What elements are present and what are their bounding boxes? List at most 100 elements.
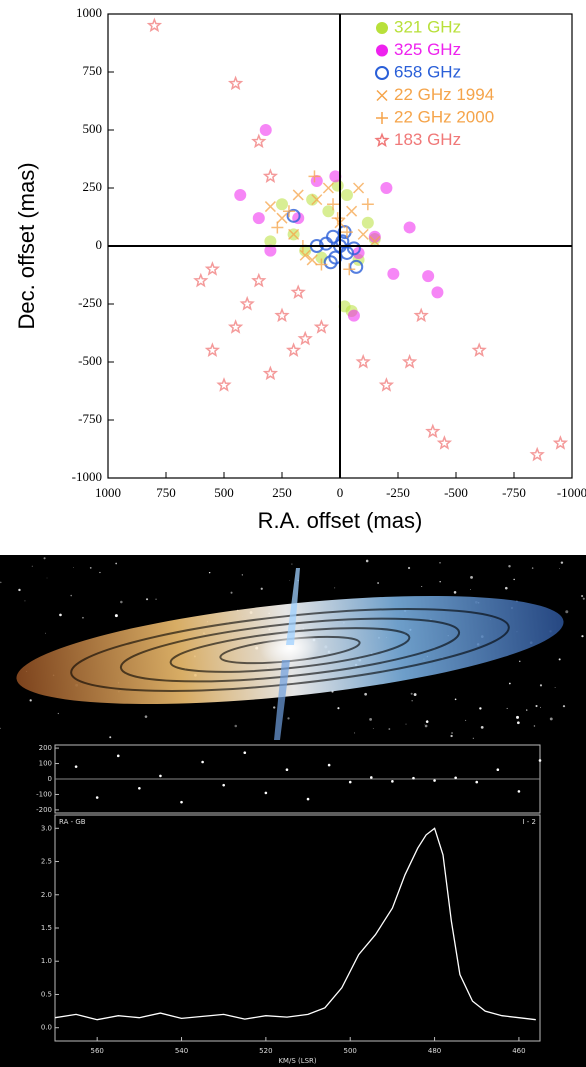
point <box>335 234 350 249</box>
point <box>308 170 321 183</box>
star <box>562 705 566 708</box>
point <box>264 201 276 213</box>
star <box>582 597 585 600</box>
x-tick-label: -250 <box>386 485 410 500</box>
point <box>262 168 279 183</box>
star <box>516 721 520 725</box>
point <box>327 198 340 211</box>
point <box>243 751 247 755</box>
point <box>227 75 244 91</box>
annotation: RA - GB <box>59 818 86 826</box>
point <box>329 170 342 183</box>
x-tick-label: 0 <box>337 485 344 500</box>
point <box>340 226 353 239</box>
y-tick-label: 100 <box>39 760 52 768</box>
star <box>365 559 369 563</box>
legend-marker <box>376 112 388 124</box>
point <box>282 205 295 218</box>
point <box>234 188 247 201</box>
point <box>193 272 209 288</box>
star <box>234 724 238 728</box>
star <box>421 586 423 588</box>
x-tick-label: 500 <box>214 485 234 500</box>
star <box>241 574 243 576</box>
star <box>45 632 47 634</box>
star <box>424 724 428 728</box>
point <box>391 780 394 783</box>
star <box>451 732 453 734</box>
y-tick-label: 2.5 <box>41 858 52 866</box>
star <box>145 598 149 601</box>
star <box>549 717 553 721</box>
star <box>287 717 290 720</box>
star <box>508 564 511 568</box>
x-tick-label: -750 <box>502 485 526 500</box>
legend-marker <box>376 44 388 57</box>
point <box>401 353 418 369</box>
x-tick-label: 1000 <box>95 485 121 500</box>
star <box>337 707 340 710</box>
x-tick-label: 480 <box>428 1047 441 1055</box>
point <box>285 768 289 772</box>
star <box>519 660 521 663</box>
jet <box>286 568 300 645</box>
star <box>43 557 46 560</box>
star <box>535 704 538 708</box>
star <box>89 566 92 569</box>
point <box>343 263 356 276</box>
point <box>346 205 358 217</box>
point <box>286 208 301 223</box>
point <box>471 342 487 357</box>
point <box>538 759 542 762</box>
point <box>496 768 500 772</box>
y-tick-label: -250 <box>78 295 102 310</box>
y-tick-label: 1000 <box>76 5 102 20</box>
point <box>387 267 400 280</box>
point <box>355 353 371 369</box>
star <box>59 613 62 617</box>
point <box>412 776 415 780</box>
y-tick-label: 2.0 <box>41 891 52 899</box>
point <box>276 198 288 211</box>
x-tick-label: 540 <box>175 1047 188 1055</box>
legend-label: 22 GHz 1994 <box>394 85 494 104</box>
point <box>288 228 300 240</box>
star <box>558 658 561 661</box>
star <box>354 732 356 734</box>
x-tick-label: -500 <box>444 485 468 500</box>
point <box>262 365 279 381</box>
x-tick-label: 250 <box>272 485 292 500</box>
point <box>276 212 288 224</box>
star <box>454 698 457 701</box>
point <box>290 284 306 300</box>
point <box>311 194 323 206</box>
point <box>422 270 435 283</box>
legend-label: 183 GHz <box>394 130 461 149</box>
point <box>285 342 302 357</box>
point <box>74 765 78 768</box>
y-tick-label: -500 <box>78 353 102 368</box>
point <box>264 235 277 248</box>
star <box>465 719 467 721</box>
point <box>403 221 416 234</box>
star <box>73 567 74 568</box>
x-axis-label: KM/S (LSR) <box>278 1057 317 1065</box>
point <box>331 212 344 225</box>
point <box>216 377 232 392</box>
x-axis-label: R.A. offset (mas) <box>258 508 423 533</box>
star <box>273 706 276 709</box>
y-tick-label: 3.0 <box>41 824 52 832</box>
legend-label: 658 GHz <box>394 62 461 81</box>
star <box>513 578 515 581</box>
star <box>109 736 112 739</box>
star <box>472 737 474 739</box>
star <box>31 565 33 567</box>
y-tick-label: 0.0 <box>41 1024 52 1032</box>
star <box>230 591 233 594</box>
y-tick-label: 1.0 <box>41 957 52 965</box>
jet <box>274 660 290 740</box>
point <box>361 216 374 229</box>
point <box>159 774 162 778</box>
star <box>504 586 508 590</box>
